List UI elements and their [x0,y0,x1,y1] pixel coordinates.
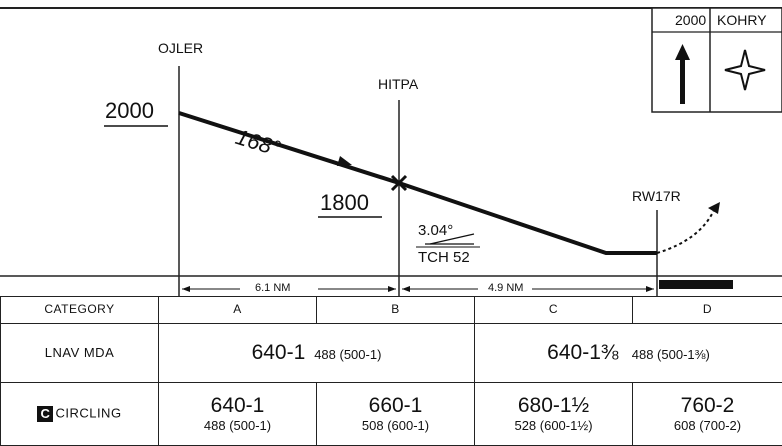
hold-fix-name: KOHRY [717,12,767,28]
table-header-row: CATEGORY A B C D [1,297,782,324]
hold-altitude: 2000 [675,12,706,28]
circling-d-main: 760-2 [633,394,782,418]
fix-oller-label: OJLER [158,40,203,56]
threshold-crossing-height: TCH 52 [418,249,470,266]
circling-cat-a: 640-1 488 (500-1) [159,383,317,446]
course-arrow-icon [337,156,352,166]
circling-c-sub: 528 (600-1½) [475,419,632,434]
distance-segment-1: 6.1 NM [255,282,290,294]
circling-cat-b: 660-1 508 (600-1) [317,383,475,446]
circling-b-main: 660-1 [317,394,474,418]
lnav-ab-main: 640-1 [252,341,306,364]
minimums-table: CATEGORY A B C D LNAV MDA 640-1 488 (500… [0,296,782,446]
runway-bar [659,280,733,289]
header-cat-d: D [633,297,782,324]
circling-a-main: 640-1 [159,394,316,418]
distance-segment-2: 4.9 NM [488,282,523,294]
lnav-label: LNAV MDA [1,324,159,383]
distance-bar [182,286,654,292]
circling-badge-icon: C [37,406,53,422]
fix-runway-label: RW17R [632,188,681,204]
header-category: CATEGORY [1,297,159,324]
header-cat-b: B [317,297,475,324]
missed-approach-arrow-icon [708,202,720,214]
approach-profile [0,0,782,296]
circling-a-sub: 488 (500-1) [159,419,316,434]
altitude-start: 2000 [105,98,154,124]
circling-c-main: 680-1½ [475,394,632,418]
circling-cat-c: 680-1½ 528 (600-1½) [475,383,633,446]
lnav-ab-sub: 488 (500-1) [314,347,381,362]
altitude-stepdown: 1800 [320,190,369,216]
missed-approach-path [657,210,714,253]
lnav-ab-cell: 640-1 488 (500-1) [159,324,475,383]
circling-b-sub: 508 (600-1) [317,419,474,434]
lnav-cd-main: 640-1⅜ [547,341,618,364]
circling-cat-d: 760-2 608 (700-2) [633,383,782,446]
circling-label: CIRCLING [55,405,121,420]
lnav-row: LNAV MDA 640-1 488 (500-1) 640-1⅜ 488 (5… [1,324,782,383]
circling-d-sub: 608 (700-2) [633,419,782,434]
lnav-cd-sub: 488 (500-1⅜) [632,347,710,362]
fix-hitpa-label: HITPA [378,76,418,92]
glidepath-angle: 3.04° [418,222,453,239]
lnav-cd-cell: 640-1⅜ 488 (500-1⅜) [475,324,782,383]
header-cat-c: C [475,297,633,324]
header-cat-a: A [159,297,317,324]
